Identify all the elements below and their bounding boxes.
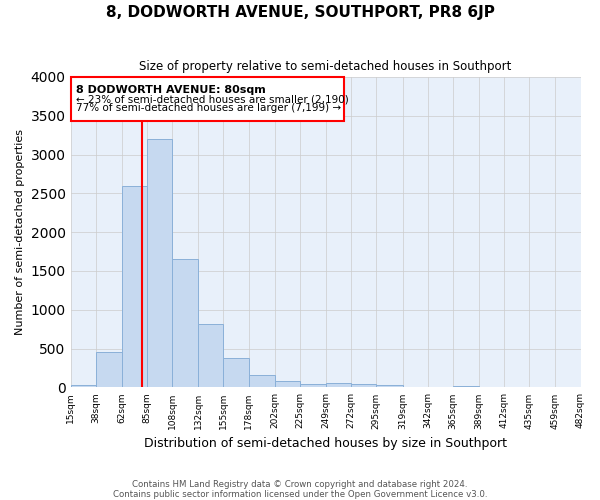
Bar xyxy=(300,384,326,388)
Bar xyxy=(95,352,122,388)
Y-axis label: Number of semi-detached properties: Number of semi-detached properties xyxy=(15,129,25,335)
Bar xyxy=(71,385,95,388)
Bar xyxy=(453,386,479,388)
Text: 8 DODWORTH AVENUE: 80sqm: 8 DODWORTH AVENUE: 80sqm xyxy=(76,84,266,94)
Bar xyxy=(351,384,376,388)
Text: Contains HM Land Registry data © Crown copyright and database right 2024.
Contai: Contains HM Land Registry data © Crown c… xyxy=(113,480,487,499)
Bar xyxy=(376,385,403,388)
X-axis label: Distribution of semi-detached houses by size in Southport: Distribution of semi-detached houses by … xyxy=(144,437,507,450)
Bar xyxy=(172,260,199,388)
Bar xyxy=(71,77,344,121)
Bar xyxy=(199,324,223,388)
Text: ← 23% of semi-detached houses are smaller (2,190): ← 23% of semi-detached houses are smalle… xyxy=(76,94,349,104)
Bar xyxy=(147,139,172,388)
Title: Size of property relative to semi-detached houses in Southport: Size of property relative to semi-detach… xyxy=(139,60,512,73)
Text: 77% of semi-detached houses are larger (7,199) →: 77% of semi-detached houses are larger (… xyxy=(76,104,341,114)
Bar xyxy=(275,381,300,388)
Bar xyxy=(122,186,147,388)
Text: 8, DODWORTH AVENUE, SOUTHPORT, PR8 6JP: 8, DODWORTH AVENUE, SOUTHPORT, PR8 6JP xyxy=(106,5,494,20)
Bar xyxy=(248,375,275,388)
Bar xyxy=(326,383,351,388)
Bar xyxy=(223,358,248,388)
